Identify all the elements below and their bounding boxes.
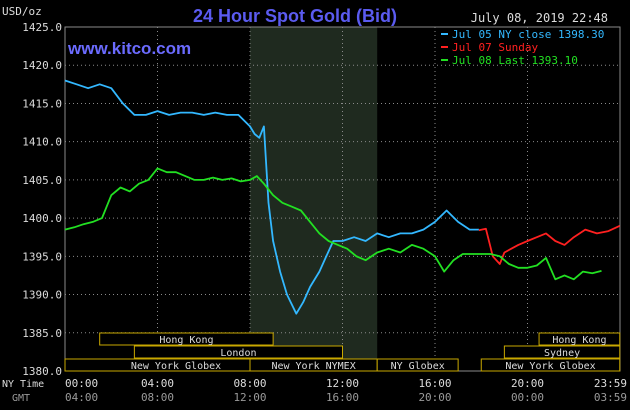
x-axis-ticks: 00:0004:0004:0008:0008:0012:0012:0016:00…: [65, 377, 627, 404]
market-session-label: New York Globex: [505, 361, 595, 372]
x-tick-label-ny: 04:00: [141, 377, 174, 390]
y-tick-label: 1385.0: [22, 327, 62, 340]
market-session-label: NY Globex: [391, 361, 445, 372]
x-tick-label-ny: 20:00: [511, 377, 544, 390]
market-session-box: [133, 345, 343, 359]
market-session-label: Hong Kong: [159, 335, 213, 346]
legend-entry: Jul 08 Last 1393.10: [452, 54, 578, 67]
market-sessions: Hong Kong London New York Globex New York N…: [64, 332, 621, 372]
y-tick-label: 1425.0: [22, 21, 62, 34]
price-series: [64, 79, 621, 315]
y-tick-label: 1395.0: [22, 250, 62, 263]
y-tick-label: 1405.0: [22, 174, 62, 187]
x-tick-label-gmt: 16:00: [326, 391, 359, 404]
market-session-box: [480, 358, 621, 372]
unit-label: USD/oz: [2, 5, 42, 18]
market-session-label: Sydney: [544, 348, 580, 359]
market-session-label: New York Globex: [131, 361, 221, 372]
x-tick-label-ny: 00:00: [65, 377, 98, 390]
legend-entry: Jul 07 Sunday: [452, 41, 538, 54]
x-tick-label-gmt: 04:00: [65, 391, 98, 404]
x-tick-label-ny: 08:00: [233, 377, 266, 390]
x-tick-label-gmt: 20:00: [418, 391, 451, 404]
y-axis-ticks: 1425.0 1420.0 1415.0 1410.0 1405.0 1400.0 1395…: [22, 21, 62, 378]
gmt-label: GMT: [12, 393, 30, 404]
nymex-session-shading: [250, 27, 378, 371]
series-line: [64, 167, 602, 281]
market-session-box: [376, 358, 459, 372]
ny-time-label: NY Time: [2, 379, 44, 390]
x-tick-label-gmt: 08:00: [141, 391, 174, 404]
legend-entry: Jul 05 NY close 1398.30: [452, 28, 604, 41]
market-session-label: London: [220, 348, 256, 359]
market-session-box: [99, 332, 274, 346]
market-session-label: Hong Kong: [552, 335, 606, 346]
y-tick-label: 1415.0: [22, 97, 62, 110]
market-session-box: [538, 332, 621, 346]
y-tick-label: 1400.0: [22, 212, 62, 225]
series-line: [64, 79, 479, 315]
x-tick-label-gmt: 03:59: [594, 391, 627, 404]
brand-logo-text[interactable]: www.kitco.com: [67, 39, 191, 58]
chart-title: 24 Hour Spot Gold (Bid): [193, 6, 397, 26]
datetime-stamp: July 08, 2019 22:48: [471, 11, 608, 25]
x-tick-label-ny: 16:00: [418, 377, 451, 390]
x-tick-label-gmt: 00:00: [511, 391, 544, 404]
y-tick-label: 1410.0: [22, 136, 62, 149]
y-tick-label: 1420.0: [22, 59, 62, 72]
market-session-label: New York NYMEX: [271, 361, 355, 372]
x-tick-label-ny: 23:59: [594, 377, 627, 390]
x-tick-label-ny: 12:00: [326, 377, 359, 390]
y-tick-label: 1380.0: [22, 365, 62, 378]
market-session-box: [503, 345, 621, 359]
y-tick-label: 1390.0: [22, 289, 62, 302]
x-tick-label-gmt: 12:00: [233, 391, 266, 404]
series-line: [478, 224, 621, 265]
